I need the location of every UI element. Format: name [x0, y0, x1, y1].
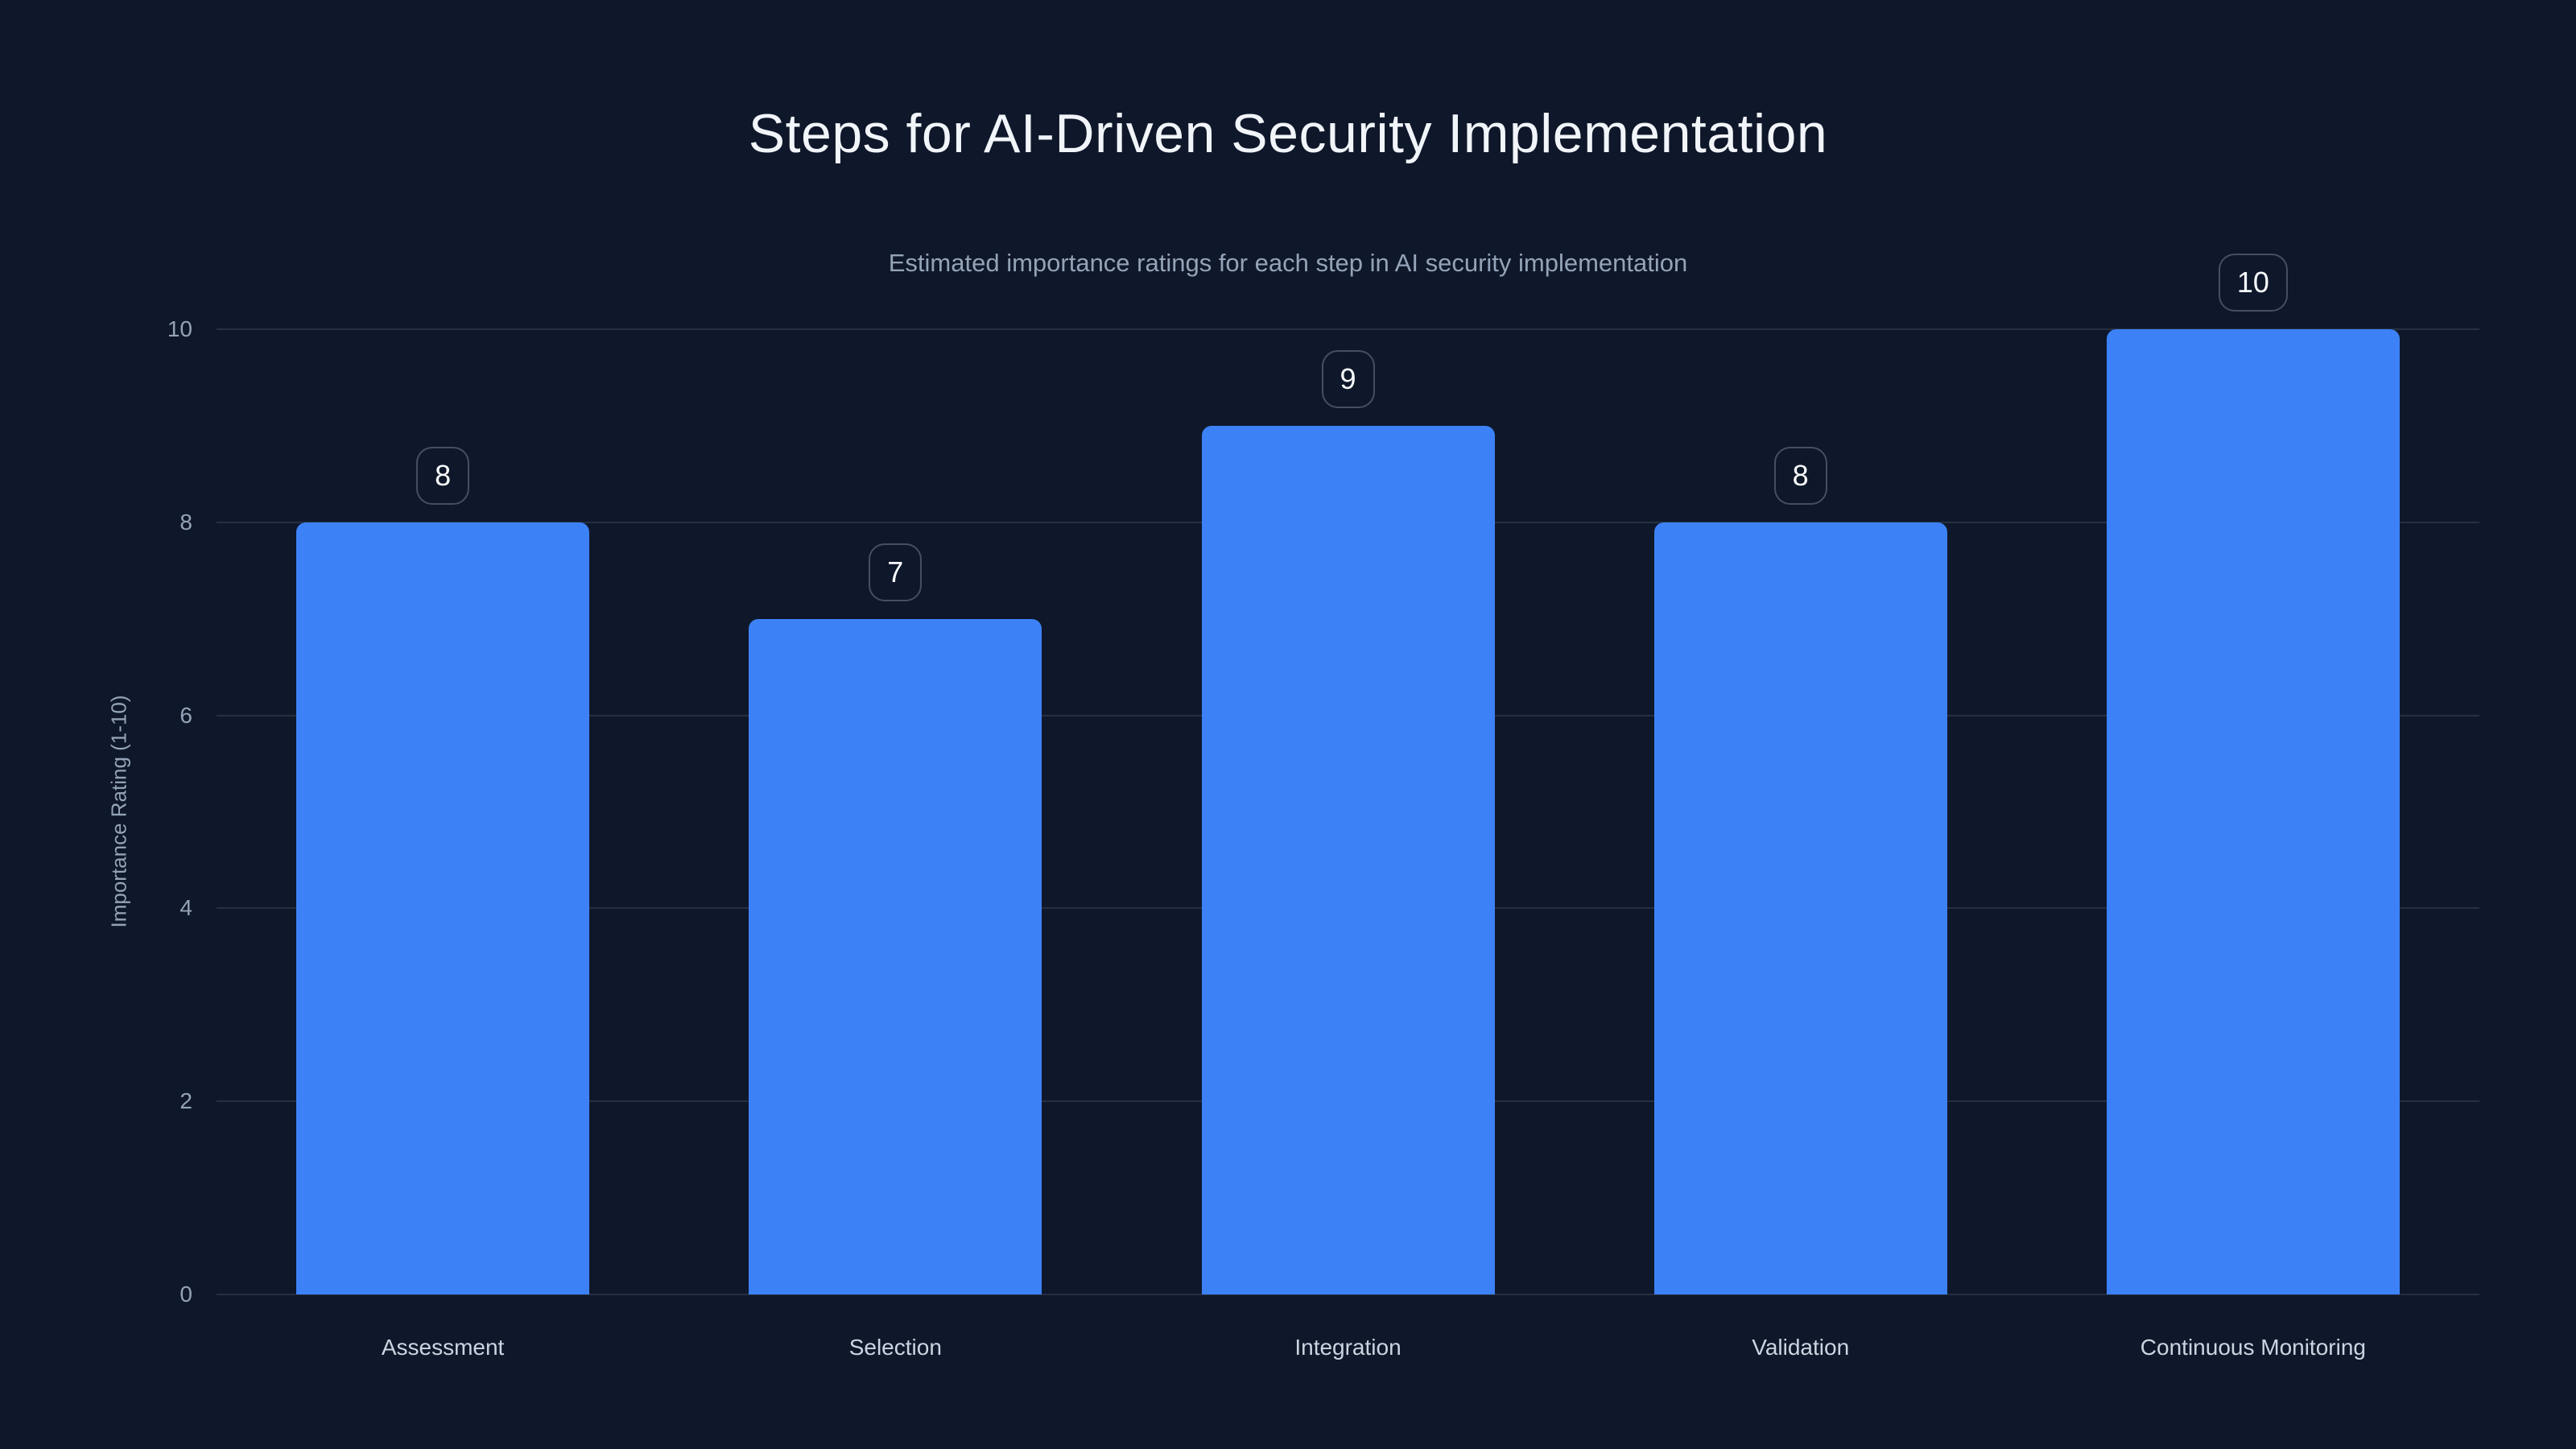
y-tick-label: 8	[180, 509, 192, 535]
gridline	[217, 1294, 2479, 1295]
y-tick-label: 0	[180, 1282, 192, 1307]
chart-subtitle: Estimated importance ratings for each st…	[888, 249, 1688, 277]
value-badge: 8	[1773, 446, 1827, 505]
bar-assessment[interactable]	[296, 522, 590, 1294]
x-tick-label: Selection	[848, 1335, 942, 1360]
x-tick-label: Integration	[1294, 1335, 1402, 1360]
bar-integration[interactable]	[1201, 425, 1495, 1294]
plot-area: 0 2 4 6 8 10 8 Assessment 7 Selection 9 Integration…	[167, 254, 2479, 1359]
bar-validation[interactable]	[1653, 522, 1947, 1294]
value-badge: 7	[869, 543, 923, 601]
gridline	[217, 328, 2479, 330]
y-axis-title: Importance Rating (1-10)	[106, 695, 131, 928]
y-tick-label: 2	[180, 1088, 192, 1114]
bar-selection[interactable]	[749, 618, 1042, 1294]
bar-continuous-monitoring[interactable]	[2106, 329, 2400, 1294]
y-tick-label: 10	[167, 316, 192, 341]
value-badge: 10	[2218, 254, 2288, 312]
chart-title: Steps for AI-Driven Security Implementat…	[748, 103, 1828, 164]
x-tick-label: Continuous Monitoring	[2140, 1335, 2366, 1360]
x-tick-label: Validation	[1752, 1335, 1850, 1360]
y-tick-label: 4	[180, 895, 192, 921]
value-badge: 8	[416, 446, 470, 505]
value-badge: 9	[1321, 349, 1375, 408]
x-tick-label: Assessment	[381, 1335, 505, 1360]
y-tick-label: 6	[180, 702, 192, 728]
